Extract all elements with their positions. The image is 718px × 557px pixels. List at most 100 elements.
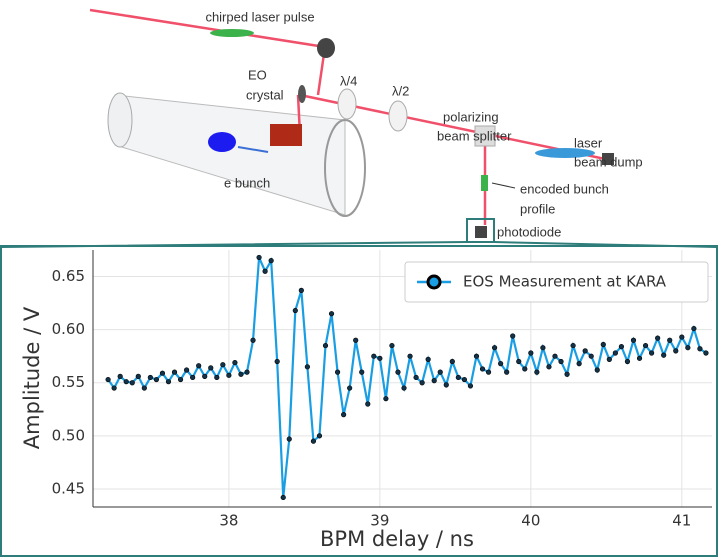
data-point bbox=[153, 376, 160, 383]
data-point bbox=[522, 366, 528, 372]
pipe-rim bbox=[324, 119, 366, 217]
data-point bbox=[123, 379, 129, 385]
beam-splitter bbox=[474, 125, 496, 147]
data-point bbox=[196, 363, 202, 369]
data-point bbox=[467, 383, 474, 389]
data-point bbox=[667, 337, 673, 343]
data-point bbox=[534, 369, 540, 375]
data-point bbox=[413, 374, 419, 381]
waveplate bbox=[337, 88, 357, 120]
data-point bbox=[691, 325, 697, 332]
data-point bbox=[552, 353, 558, 359]
data-point bbox=[129, 380, 135, 386]
data-point bbox=[389, 342, 395, 349]
photodiode bbox=[475, 226, 487, 238]
data-point bbox=[516, 358, 522, 365]
data-point bbox=[703, 350, 709, 356]
x-tick-label: 38 bbox=[219, 512, 238, 530]
data-point bbox=[570, 342, 576, 349]
data-point bbox=[479, 366, 486, 372]
data-point bbox=[214, 374, 220, 381]
data-point bbox=[407, 353, 413, 359]
data-point bbox=[673, 348, 679, 354]
data-point bbox=[395, 369, 401, 375]
legend-box bbox=[404, 261, 709, 303]
data-point bbox=[262, 268, 268, 274]
data-point bbox=[250, 337, 256, 343]
data-point bbox=[649, 350, 655, 356]
data-point bbox=[498, 361, 504, 367]
data-point bbox=[226, 372, 232, 378]
data-point bbox=[624, 358, 631, 365]
label: λ/4 bbox=[340, 73, 357, 88]
data-point bbox=[316, 433, 323, 439]
y-axis-label: Amplitude / V bbox=[20, 306, 44, 449]
data-point bbox=[504, 369, 510, 375]
waveplate bbox=[388, 100, 408, 132]
data-point bbox=[546, 364, 552, 370]
label: encoded bunch bbox=[520, 181, 609, 196]
data-point bbox=[437, 369, 443, 375]
data-point bbox=[220, 362, 226, 368]
data-point bbox=[347, 385, 353, 391]
data-point bbox=[383, 396, 389, 402]
data-point bbox=[576, 361, 582, 367]
data-point bbox=[600, 341, 606, 348]
data-point bbox=[165, 379, 172, 385]
data-point bbox=[135, 373, 141, 379]
data-point bbox=[286, 436, 292, 442]
mirror bbox=[298, 85, 306, 103]
data-point bbox=[147, 374, 153, 381]
data-point bbox=[419, 380, 425, 386]
data-point bbox=[679, 334, 685, 340]
data-point bbox=[190, 374, 196, 381]
x-tick-label: 39 bbox=[370, 512, 389, 530]
pulse bbox=[210, 29, 254, 37]
label: e bunch bbox=[224, 175, 270, 190]
data-point bbox=[636, 355, 643, 361]
data-point bbox=[431, 378, 437, 384]
label: crystal bbox=[246, 87, 284, 102]
label: polarizing bbox=[443, 109, 499, 124]
data-point bbox=[661, 352, 667, 358]
data-point bbox=[208, 365, 214, 371]
e-bunch bbox=[208, 132, 236, 152]
data-point bbox=[292, 307, 298, 314]
label: profile bbox=[520, 201, 555, 216]
y-tick-label: 0.55 bbox=[52, 373, 85, 391]
data-point bbox=[528, 350, 534, 356]
data-point bbox=[655, 335, 661, 341]
arrow bbox=[491, 182, 516, 189]
data-point bbox=[232, 359, 238, 366]
data-point bbox=[298, 287, 304, 293]
data-point bbox=[322, 342, 329, 349]
data-point bbox=[510, 333, 516, 339]
data-point bbox=[582, 348, 588, 354]
chart-panel bbox=[0, 245, 718, 557]
pulse bbox=[535, 148, 595, 158]
data-point bbox=[171, 369, 178, 375]
y-tick-label: 0.65 bbox=[52, 267, 85, 285]
label: beam dump bbox=[574, 154, 643, 169]
legend-label: EOS Measurement at KARA bbox=[463, 273, 667, 291]
data-point bbox=[455, 374, 461, 381]
data-point bbox=[540, 345, 546, 351]
data-point bbox=[697, 346, 703, 352]
data-point bbox=[642, 342, 649, 349]
data-point bbox=[612, 350, 618, 356]
data-point bbox=[606, 356, 612, 362]
data-point bbox=[310, 438, 317, 444]
data-point bbox=[328, 311, 335, 317]
data-point bbox=[377, 355, 383, 361]
pipe-end bbox=[107, 92, 133, 148]
y-tick-label: 0.50 bbox=[52, 426, 85, 444]
data-point bbox=[365, 401, 371, 407]
mirror bbox=[317, 38, 335, 58]
data-point bbox=[184, 367, 190, 373]
data-point bbox=[268, 258, 274, 264]
label: laser bbox=[574, 135, 603, 150]
data-point bbox=[244, 369, 250, 375]
data-point bbox=[341, 412, 347, 418]
